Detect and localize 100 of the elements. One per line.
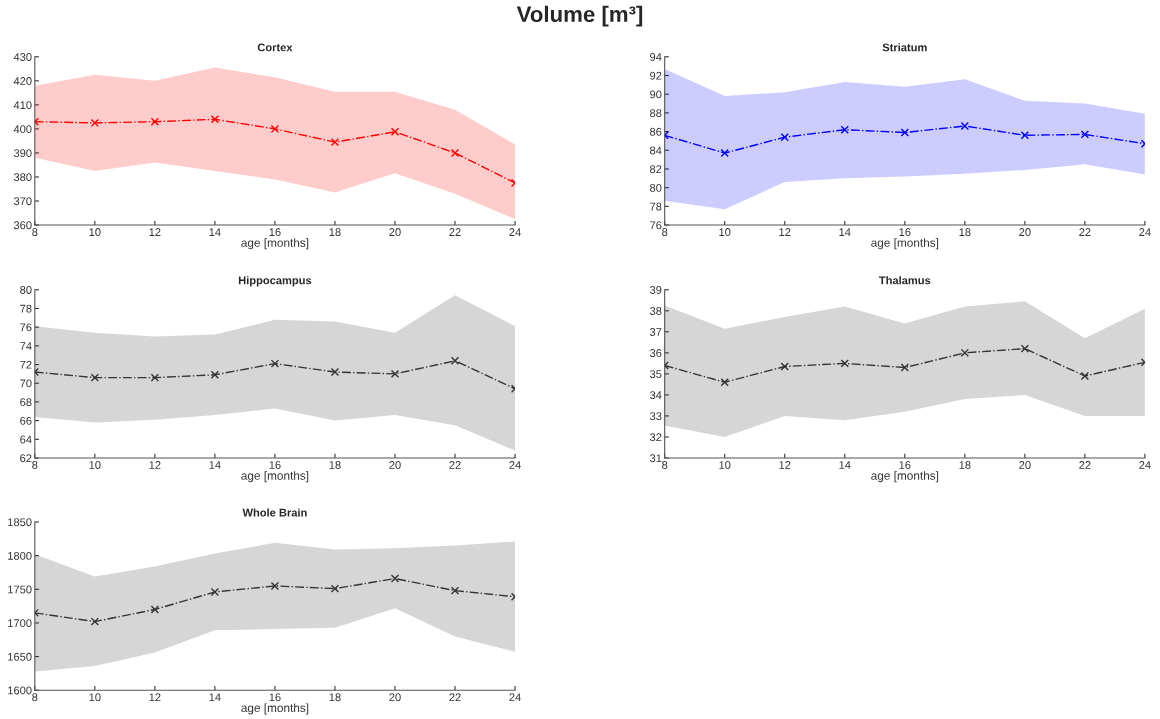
x-tick-label: 8 bbox=[32, 693, 38, 702]
y-tick-label: 360 bbox=[13, 221, 32, 230]
point bbox=[270, 359, 280, 368]
x-tick-label: 12 bbox=[779, 228, 791, 236]
y-tick-label: 78 bbox=[20, 304, 32, 313]
x-axis-title: age [months] bbox=[871, 238, 939, 250]
x-tick-label: 16 bbox=[899, 461, 911, 469]
y-tick-label: 72 bbox=[20, 360, 32, 369]
point bbox=[150, 117, 160, 126]
point bbox=[390, 574, 400, 583]
y-tick-label: 370 bbox=[13, 197, 32, 206]
point bbox=[150, 373, 160, 382]
y-tick-label: 94 bbox=[650, 53, 662, 61]
y-tick-label: 390 bbox=[13, 149, 32, 158]
point bbox=[1080, 371, 1090, 381]
x-tick-label: 10 bbox=[89, 461, 101, 469]
x-tick-label: 18 bbox=[329, 228, 341, 236]
x-tick-label: 24 bbox=[1139, 228, 1151, 236]
x-tick-label: 20 bbox=[1019, 228, 1031, 236]
x-tick-label: 8 bbox=[662, 228, 668, 236]
x-tick-label: 8 bbox=[32, 461, 38, 469]
y-tick-label: 36 bbox=[649, 349, 662, 357]
y-tick-label: 400 bbox=[13, 125, 32, 134]
x-tick-label: 8 bbox=[32, 228, 38, 236]
y-tick-label: 1850 bbox=[8, 518, 32, 527]
y-tick-label: 86 bbox=[650, 127, 662, 136]
x-tick-label: 10 bbox=[719, 228, 731, 236]
point bbox=[210, 587, 220, 597]
x-tick-label: 16 bbox=[269, 693, 281, 702]
x-tick-label: 20 bbox=[1019, 461, 1031, 469]
point bbox=[780, 133, 789, 142]
text: Volume [m³] bbox=[516, 5, 643, 27]
x-tick-label: 12 bbox=[149, 693, 161, 702]
x-tick-label: 10 bbox=[89, 228, 101, 236]
y-tick-label: 64 bbox=[20, 435, 32, 444]
chart-title: Thalamus bbox=[878, 276, 931, 285]
point bbox=[390, 369, 400, 379]
x-tick-label: 20 bbox=[389, 228, 401, 236]
point bbox=[960, 121, 969, 131]
point bbox=[150, 605, 160, 614]
x-tick-label: 8 bbox=[662, 461, 668, 469]
y-tick-label: 68 bbox=[20, 398, 32, 407]
y-tick-label: 420 bbox=[13, 77, 32, 85]
x-tick-label: 14 bbox=[209, 228, 221, 236]
x-tick-label: 22 bbox=[449, 228, 461, 236]
x-tick-label: 24 bbox=[509, 693, 521, 702]
y-tick-label: 430 bbox=[13, 53, 32, 61]
point bbox=[720, 148, 729, 158]
y-tick-label: 31 bbox=[649, 454, 662, 463]
point bbox=[330, 367, 340, 377]
y-tick-label: 62 bbox=[20, 454, 32, 463]
point bbox=[720, 378, 729, 387]
chart-title: Whole Brain bbox=[242, 508, 307, 517]
x-tick-label: 24 bbox=[509, 228, 521, 236]
x-tick-label: 14 bbox=[209, 461, 221, 469]
x-tick-label: 12 bbox=[149, 461, 161, 469]
x-tick-label: 24 bbox=[509, 461, 521, 469]
y-tick-label: 66 bbox=[20, 416, 32, 425]
y-tick-label: 1600 bbox=[8, 686, 32, 695]
x-axis-title: age [months] bbox=[241, 471, 309, 483]
point bbox=[1020, 344, 1030, 353]
y-tick-label: 80 bbox=[650, 183, 662, 192]
x-tick-label: 14 bbox=[839, 461, 851, 469]
x-tick-label: 16 bbox=[269, 228, 281, 236]
chart-title: Striatum bbox=[882, 43, 927, 52]
y-tick-label: 380 bbox=[13, 173, 32, 182]
point bbox=[780, 362, 789, 371]
y-tick-label: 35 bbox=[649, 370, 662, 379]
x-tick-label: 18 bbox=[959, 228, 971, 236]
chart-title: Cortex bbox=[257, 43, 293, 52]
point bbox=[90, 373, 99, 382]
y-tick-label: 70 bbox=[20, 379, 32, 388]
y-tick-label: 39 bbox=[649, 286, 662, 294]
point bbox=[330, 137, 340, 147]
y-tick-label: 33 bbox=[649, 412, 662, 421]
point bbox=[90, 118, 99, 128]
x-tick-label: 10 bbox=[89, 693, 101, 702]
y-tick-label: 92 bbox=[650, 71, 662, 80]
x-tick-label: 24 bbox=[1139, 461, 1151, 469]
x-axis-title: age [months] bbox=[241, 238, 309, 250]
x-tick-label: 22 bbox=[1079, 228, 1091, 236]
x-tick-label: 18 bbox=[959, 461, 971, 469]
point bbox=[210, 115, 220, 124]
x-tick-label: 10 bbox=[719, 461, 731, 469]
y-tick-label: 88 bbox=[650, 109, 662, 118]
x-tick-label: 12 bbox=[149, 228, 161, 236]
x-tick-label: 14 bbox=[209, 693, 221, 702]
y-tick-label: 1750 bbox=[8, 585, 32, 594]
x-tick-label: 14 bbox=[839, 228, 851, 236]
chart-title: Hippocampus bbox=[238, 276, 312, 287]
y-tick-label: 32 bbox=[649, 433, 662, 442]
point bbox=[840, 125, 849, 134]
point bbox=[330, 584, 340, 593]
x-tick-label: 18 bbox=[329, 693, 341, 702]
point bbox=[450, 586, 460, 595]
y-tick-label: 90 bbox=[650, 90, 662, 99]
y-tick-label: 82 bbox=[650, 165, 662, 174]
point bbox=[390, 127, 400, 136]
y-tick-label: 1650 bbox=[8, 652, 32, 661]
point bbox=[450, 148, 460, 158]
